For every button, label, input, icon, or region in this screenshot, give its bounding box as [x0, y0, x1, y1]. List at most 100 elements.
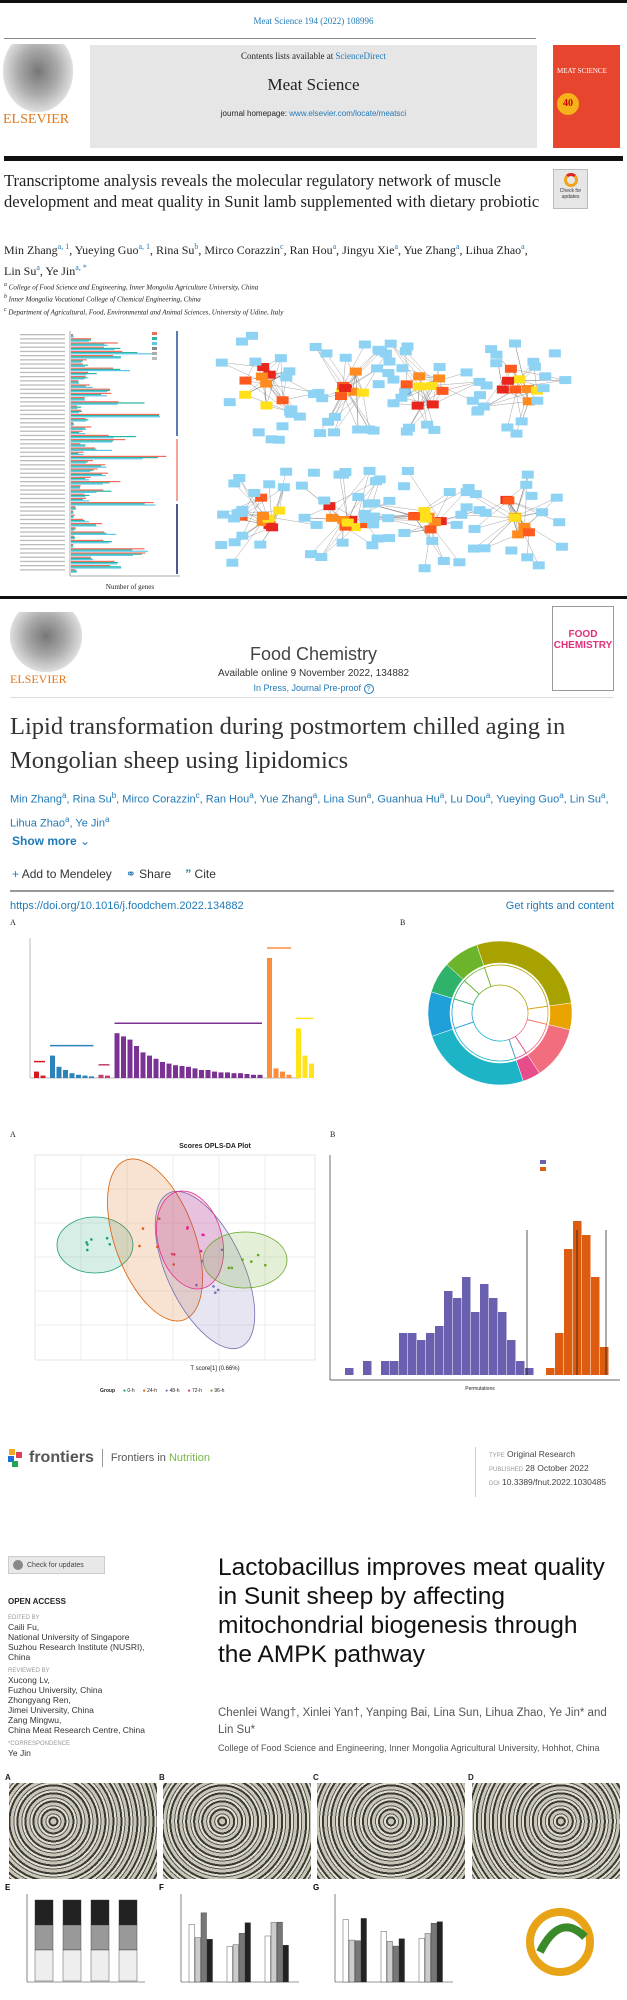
network-edge: [331, 470, 370, 518]
go-term-label: [20, 380, 65, 382]
gene-bar: [71, 457, 158, 459]
histogram-bar: [525, 1368, 534, 1375]
gene-bar: [71, 507, 76, 509]
help-icon[interactable]: ?: [363, 684, 374, 694]
network-node: [443, 488, 456, 497]
network-node: [460, 368, 473, 377]
go-term-label: [20, 363, 65, 365]
gene-bar: [71, 461, 88, 463]
gene-bar: [71, 504, 156, 506]
author-name: Guanhua Hu: [377, 793, 440, 806]
sunburst-inner-segment: [451, 998, 475, 1030]
network-edge: [266, 358, 282, 406]
network-node: [295, 481, 308, 490]
lipid-bar: [134, 1046, 139, 1078]
add-to-mendeley-button[interactable]: + Add to Mendeley: [12, 867, 112, 881]
author-name: Lihua Zhao: [10, 817, 66, 830]
grouped-bar: [282, 1945, 289, 1983]
legend-dot: ●: [142, 1388, 148, 1394]
correspondence-name: Ye Jin: [8, 1748, 31, 1758]
legend-swatch: [152, 347, 157, 350]
gene-bar: [71, 470, 91, 472]
network-node: [400, 380, 413, 389]
gene-bar: [71, 468, 98, 470]
lipid-bar: [82, 1075, 88, 1078]
check-for-updates-button[interactable]: Check for updates: [8, 1556, 105, 1574]
network-edge: [221, 362, 264, 368]
divider: [10, 890, 614, 892]
gene-bar: [71, 493, 85, 495]
affiliations: a College of Food Science and Engineerin…: [4, 280, 564, 317]
lipid-bar: [199, 1070, 204, 1078]
network-node: [339, 353, 352, 362]
doi-link[interactable]: https://doi.org/10.1016/j.foodchem.2022.…: [10, 900, 244, 912]
lipid-bar: [267, 958, 272, 1078]
gene-bar: [71, 538, 75, 540]
sunburst-segment: [446, 944, 485, 980]
network-node: [399, 387, 412, 396]
network-node: [315, 552, 328, 561]
sunburst-inner-segment: [463, 967, 492, 995]
share-button[interactable]: ⚭ Share: [126, 867, 171, 881]
journal-title: Food Chemistry: [249, 644, 378, 664]
network-node: [521, 470, 534, 479]
go-term-label: [20, 413, 65, 416]
score-point: [86, 1248, 89, 1252]
meta-key: DOI: [489, 1481, 500, 1487]
grouped-bar: [270, 1922, 277, 1983]
network-node: [266, 523, 279, 532]
network-node: [473, 506, 486, 515]
gene-bar: [71, 506, 76, 508]
gene-bar: [71, 336, 74, 338]
network-node: [501, 423, 514, 432]
network-node: [226, 558, 239, 567]
network-node: [307, 468, 320, 477]
network-node: [532, 561, 545, 570]
network-node: [382, 514, 395, 523]
network-node: [437, 556, 450, 565]
legend-swatch: [152, 332, 157, 335]
lipid-bar: [192, 1068, 198, 1078]
author-affil-sup: a: [104, 814, 110, 824]
author-name: Lihua Zhao: [465, 243, 522, 257]
author-affil-sup: a: [65, 814, 70, 824]
network-edge: [407, 470, 441, 522]
network-node: [371, 534, 384, 543]
go-term-label: [20, 355, 65, 357]
sciencedirect-link[interactable]: ScienceDirect: [335, 51, 386, 61]
top-rule: [0, 0, 627, 3]
go-term-label: [20, 514, 65, 516]
rights-link[interactable]: Get rights and content: [505, 900, 614, 912]
gene-bar: [71, 489, 104, 491]
gene-bar: [71, 469, 94, 471]
network-node: [239, 390, 252, 399]
network-node: [263, 480, 276, 489]
go-term-label: [20, 548, 65, 550]
network-node: [408, 512, 421, 521]
gene-bar: [71, 422, 74, 424]
author-name: Yue Zhang: [259, 793, 313, 806]
lipid-bar: [147, 1055, 152, 1078]
gene-bar: [71, 339, 92, 341]
legend-swatch: [152, 342, 157, 345]
network-node: [428, 425, 441, 434]
network-node: [325, 513, 338, 522]
network-edge: [442, 381, 480, 392]
network-node: [366, 541, 379, 550]
network-node: [387, 399, 400, 408]
cite-button[interactable]: ” Cite: [185, 867, 216, 881]
show-more-button[interactable]: Show more ⌄: [12, 834, 90, 848]
network-node: [346, 387, 359, 396]
gene-bar: [71, 340, 89, 342]
gene-bar: [71, 365, 85, 367]
check-for-updates-button[interactable]: Check for updates: [553, 169, 588, 209]
network-node: [356, 388, 369, 397]
go-term-label: [20, 527, 65, 529]
article-title: Transcriptome analysis reveals the molec…: [4, 171, 540, 211]
network-node: [396, 364, 409, 373]
doi[interactable]: 10.3389/fnut.2022.1030485: [502, 1477, 607, 1487]
homepage-link[interactable]: www.elsevier.com/locate/meatsci: [289, 109, 407, 118]
go-term-label: [20, 560, 65, 563]
network-edge: [333, 371, 356, 433]
meta-key: PUBLISHED: [489, 1467, 524, 1473]
